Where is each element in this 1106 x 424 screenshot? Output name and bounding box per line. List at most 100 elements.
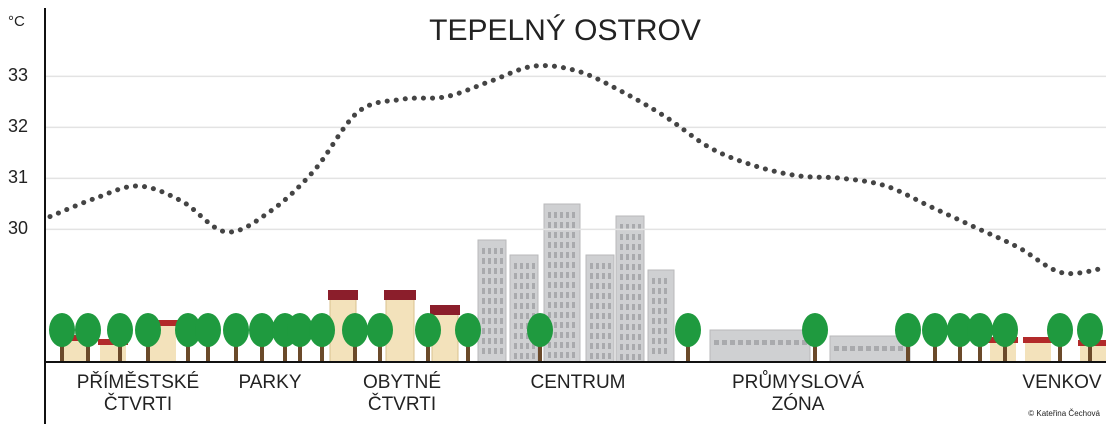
window <box>526 313 529 319</box>
window <box>596 343 599 349</box>
window <box>626 254 629 260</box>
window <box>626 244 629 250</box>
window <box>658 338 661 344</box>
window <box>620 314 623 320</box>
window <box>620 304 623 310</box>
window <box>566 352 569 358</box>
window <box>834 346 839 351</box>
window <box>520 333 523 339</box>
window <box>554 252 557 258</box>
window <box>778 340 783 345</box>
window <box>638 334 641 340</box>
window <box>554 272 557 278</box>
window <box>664 348 667 354</box>
window <box>596 323 599 329</box>
window <box>566 262 569 268</box>
x-tick-label: PARKY <box>238 372 302 393</box>
window <box>500 338 503 344</box>
window <box>620 254 623 260</box>
tree <box>922 313 948 347</box>
window <box>608 323 611 329</box>
window <box>560 332 563 338</box>
trunk <box>298 340 302 362</box>
window <box>514 313 517 319</box>
window <box>572 312 575 318</box>
window <box>500 278 503 284</box>
window <box>566 272 569 278</box>
window <box>632 264 635 270</box>
trunk <box>1088 340 1092 362</box>
window <box>590 293 593 299</box>
window <box>730 340 735 345</box>
window <box>620 344 623 350</box>
window <box>566 292 569 298</box>
window <box>554 312 557 318</box>
window <box>898 346 903 351</box>
window <box>786 340 791 345</box>
tree <box>992 313 1018 347</box>
window <box>626 344 629 350</box>
window <box>548 282 551 288</box>
window <box>638 224 641 230</box>
trunk <box>538 340 542 362</box>
window <box>632 354 635 360</box>
window <box>652 348 655 354</box>
window <box>526 353 529 359</box>
window <box>548 222 551 228</box>
window <box>526 333 529 339</box>
window <box>482 248 485 254</box>
window <box>858 346 863 351</box>
window <box>652 278 655 284</box>
window <box>514 303 517 309</box>
window <box>626 354 629 360</box>
window <box>560 312 563 318</box>
window <box>626 274 629 280</box>
window <box>626 314 629 320</box>
window <box>560 272 563 278</box>
window <box>560 212 563 218</box>
window <box>500 268 503 274</box>
window <box>602 263 605 269</box>
plot: 30 31 32 33 <box>8 63 1106 277</box>
window <box>572 342 575 348</box>
window <box>572 242 575 248</box>
window <box>608 283 611 289</box>
window <box>566 312 569 318</box>
trunk <box>906 340 910 362</box>
window <box>488 278 491 284</box>
window <box>608 293 611 299</box>
window <box>664 338 667 344</box>
window <box>520 323 523 329</box>
window <box>602 343 605 349</box>
window <box>494 278 497 284</box>
window <box>514 323 517 329</box>
window <box>608 343 611 349</box>
window <box>548 342 551 348</box>
window <box>638 234 641 240</box>
window <box>500 328 503 334</box>
trunk <box>283 340 287 362</box>
factory <box>709 329 811 363</box>
window <box>548 242 551 248</box>
window <box>494 298 497 304</box>
tree <box>527 313 553 347</box>
window <box>572 252 575 258</box>
window <box>520 293 523 299</box>
window <box>514 283 517 289</box>
roof <box>384 290 416 300</box>
window <box>638 294 641 300</box>
window <box>590 303 593 309</box>
window <box>548 232 551 238</box>
window <box>620 244 623 250</box>
window <box>602 283 605 289</box>
window <box>638 244 641 250</box>
window <box>520 343 523 349</box>
window <box>560 242 563 248</box>
tree <box>947 313 973 347</box>
window <box>560 292 563 298</box>
tree <box>342 313 368 347</box>
window <box>566 322 569 328</box>
window <box>638 354 641 360</box>
trunk <box>933 340 937 362</box>
